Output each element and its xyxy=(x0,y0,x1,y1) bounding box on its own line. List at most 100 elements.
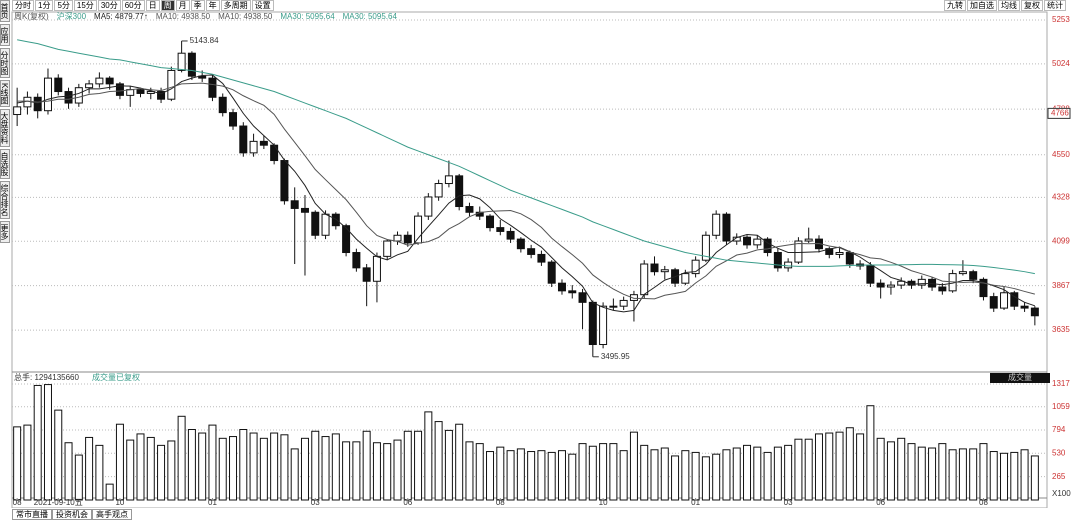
volume-selector-box[interactable] xyxy=(990,373,1050,383)
volume-bar xyxy=(660,447,669,501)
volume-bar xyxy=(701,456,710,501)
candle-body xyxy=(979,278,988,298)
volume-bar xyxy=(763,451,772,501)
volume-title: 总手: 1294135660 xyxy=(14,372,79,382)
candle-body xyxy=(198,75,207,79)
candle-body xyxy=(794,240,803,263)
volume-bar xyxy=(691,451,700,501)
price-marker: 4766 xyxy=(1051,108,1069,117)
tools: 九转 加自选 均线 复权 统计 xyxy=(943,0,1066,11)
candle-body xyxy=(403,234,412,244)
candle-body xyxy=(568,290,577,294)
candle-body xyxy=(712,213,721,236)
sidebar: 首页 应用分时图 K线图 大盘资料 自选股 综合排名 更多 xyxy=(0,0,10,255)
candle-body xyxy=(74,87,83,104)
candle-body xyxy=(249,140,258,154)
period-tab[interactable]: 1分 xyxy=(35,0,54,11)
period-tab[interactable]: 60分 xyxy=(121,0,145,11)
volume-bar xyxy=(784,444,793,501)
legend-entry: 沪深300 xyxy=(57,11,87,21)
candle-body xyxy=(177,52,186,71)
legend-entry: MA10: 4938.50 xyxy=(156,12,211,21)
ma-line xyxy=(17,82,1035,300)
tool-button[interactable]: 统计 xyxy=(1044,0,1066,11)
candle-body xyxy=(342,225,351,254)
sidebar-tab[interactable]: 大盘资料 xyxy=(0,109,10,148)
volume-bar xyxy=(629,431,638,501)
x-tick-label: 06 xyxy=(876,498,885,507)
period-tab[interactable]: 年 xyxy=(205,0,220,11)
period-tab[interactable]: 月 xyxy=(175,0,190,11)
volume-bar xyxy=(1000,452,1009,501)
period-tab[interactable]: 15分 xyxy=(73,0,97,11)
tool-button[interactable]: 均线 xyxy=(998,0,1020,11)
volume-bar xyxy=(979,443,988,501)
volume-bar xyxy=(948,449,957,501)
candle-body xyxy=(691,259,700,275)
sidebar-tab[interactable]: 更多 xyxy=(0,221,10,244)
candle-body xyxy=(609,305,618,308)
candle-body xyxy=(372,255,381,282)
period-tab[interactable]: 30分 xyxy=(97,0,121,11)
candle-body xyxy=(424,196,433,217)
y-tick-label: 3635 xyxy=(1052,325,1070,334)
sidebar-tab[interactable]: 自选股 xyxy=(0,149,10,180)
candle-body xyxy=(886,284,895,288)
candle-body xyxy=(105,77,114,85)
x-tick-label: 08 xyxy=(496,498,505,507)
legend-entry: MA5: 4879.77↑ xyxy=(94,12,148,21)
candle-body xyxy=(136,89,145,94)
tool-button[interactable]: 九转 xyxy=(944,0,966,11)
tool-button[interactable]: 加自选 xyxy=(967,0,997,11)
volume-bar xyxy=(300,437,309,501)
candle-body xyxy=(578,292,587,303)
period-tab[interactable]: 周 xyxy=(160,0,175,11)
tool-button[interactable]: 复权 xyxy=(1021,0,1043,11)
sidebar-tab[interactable]: 首页 xyxy=(0,0,10,22)
volume-bar xyxy=(146,436,155,501)
volume-bar xyxy=(753,446,762,501)
period-tab[interactable]: 设置 xyxy=(251,0,274,11)
candle-body xyxy=(763,238,772,254)
volume-bar xyxy=(743,444,752,501)
bottom-tab[interactable]: 投资机会 xyxy=(52,509,92,520)
sidebar-tab[interactable]: 分时图 xyxy=(0,48,10,78)
period-tab[interactable]: 5分 xyxy=(54,0,73,11)
period-tab[interactable]: 多周期 xyxy=(220,0,251,11)
ma-line xyxy=(17,39,1035,275)
candle-body xyxy=(311,211,320,236)
volume-subtitle: 成交量已复权 xyxy=(92,372,140,382)
candle-body xyxy=(722,213,731,242)
sidebar-tab[interactable]: K线图 xyxy=(0,80,10,108)
volume-bar xyxy=(105,483,114,501)
volume-bar xyxy=(537,450,546,501)
volume-bar xyxy=(506,450,515,501)
sidebar-tab[interactable]: 应用 xyxy=(0,24,10,46)
volume-bar xyxy=(208,424,217,501)
bottom-tab[interactable]: 高手观点 xyxy=(92,509,132,520)
volume-bar xyxy=(866,405,875,501)
candle-body xyxy=(516,238,525,250)
x-tick-label: 01 xyxy=(208,498,217,507)
volume-bar xyxy=(331,433,340,501)
volume-bar xyxy=(732,447,741,501)
low-label: 3495.95 xyxy=(601,352,630,361)
y-tick-label: 5024 xyxy=(1052,59,1070,68)
volume-bar xyxy=(897,437,906,501)
period-tab[interactable]: 分时 xyxy=(12,0,34,11)
sidebar-tab[interactable]: 综合排名 xyxy=(0,181,10,220)
volume-bar xyxy=(845,427,854,501)
volume-bar xyxy=(403,430,412,501)
candle-body xyxy=(270,144,279,162)
volume-bar xyxy=(557,450,566,501)
volume-bar xyxy=(516,448,525,501)
period-tab[interactable]: 季 xyxy=(190,0,205,11)
candle-body xyxy=(681,273,690,284)
volume-bar xyxy=(1020,449,1029,501)
x-tick-label: 10 xyxy=(599,498,608,507)
volume-bar xyxy=(362,430,371,501)
volume-bar xyxy=(825,432,834,501)
period-tab[interactable]: 日 xyxy=(145,0,160,11)
bottom-tab[interactable]: 常市直播 xyxy=(12,509,52,520)
